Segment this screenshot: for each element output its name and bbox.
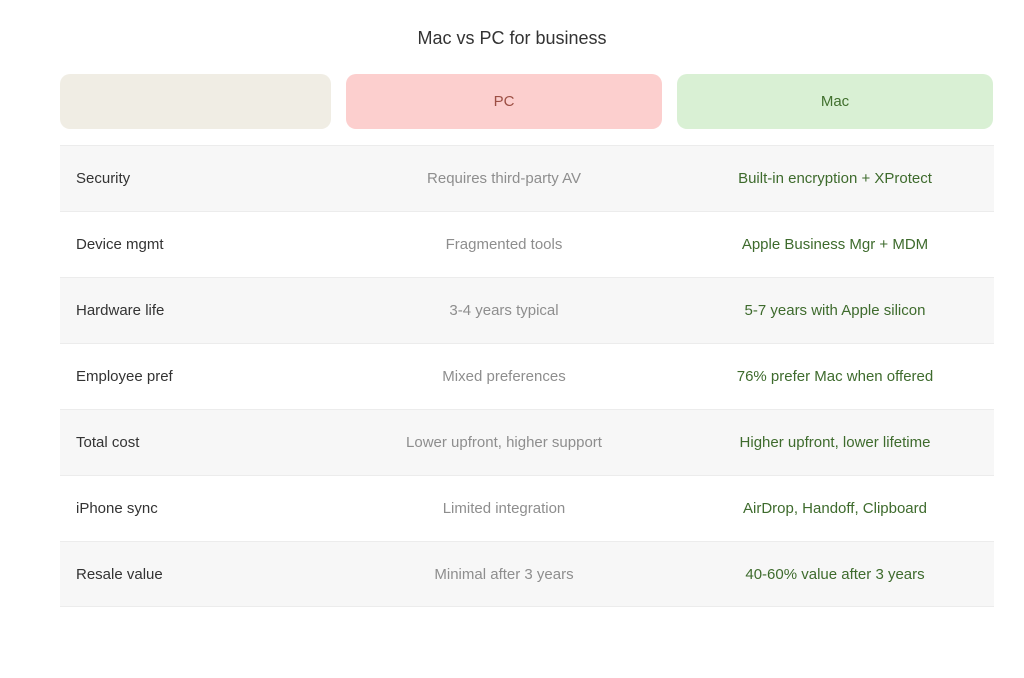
table-body: Security Requires third-party AV Built-i… — [60, 145, 994, 607]
mac-value: Apple Business Mgr + MDM — [741, 236, 929, 253]
mac-value: 40-60% value after 3 years — [745, 565, 925, 583]
table-row-security: Security Requires third-party AV Built-i… — [60, 145, 994, 211]
mac-column-header: Mac — [677, 74, 993, 129]
pc-value: Lower upfront, higher support — [406, 434, 602, 451]
feature-label: Total cost — [76, 434, 140, 451]
feature-column-header — [60, 74, 331, 129]
pc-value: 3-4 years typical — [449, 302, 559, 319]
pc-value: Minimal after 3 years — [434, 565, 574, 583]
page-title: Mac vs PC for business — [417, 28, 607, 48]
mac-value: Higher upfront, lower lifetime — [739, 434, 931, 451]
mac-value: 5-7 years with Apple silicon — [744, 302, 926, 319]
pc-value: Fragmented tools — [445, 236, 563, 253]
table-row-iphone-sync: iPhone sync Limited integration AirDrop,… — [60, 475, 994, 541]
table-row-device-mgmt: Device mgmt Fragmented tools Apple Busin… — [60, 211, 994, 277]
feature-label: Device mgmt — [76, 236, 164, 253]
pc-value: Requires third-party AV — [427, 170, 581, 187]
mac-value: 76% prefer Mac when offered — [736, 368, 934, 385]
pc-value: Mixed preferences — [442, 368, 566, 385]
mac-value: Built-in encryption + XProtect — [738, 170, 932, 187]
feature-label: Resale value — [76, 565, 163, 583]
table-row-total-cost: Total cost Lower upfront, higher support… — [60, 409, 994, 475]
comparison-table: PC Mac Security Requires third-party AV … — [60, 74, 994, 607]
feature-label: iPhone sync — [76, 500, 158, 517]
table-row-resale-value: Resale value Minimal after 3 years 40-60… — [60, 541, 994, 607]
table-row-employee-pref: Employee pref Mixed preferences 76% pref… — [60, 343, 994, 409]
table-header-row: PC Mac — [60, 74, 994, 129]
mac-value: AirDrop, Handoff, Clipboard — [743, 500, 927, 517]
table-row-hardware-life: Hardware life 3-4 years typical 5-7 year… — [60, 277, 994, 343]
feature-label: Hardware life — [76, 302, 165, 319]
feature-label: Employee pref — [76, 368, 173, 385]
pc-column-header: PC — [346, 74, 662, 129]
feature-label: Security — [76, 170, 131, 187]
pc-value: Limited integration — [442, 500, 566, 517]
